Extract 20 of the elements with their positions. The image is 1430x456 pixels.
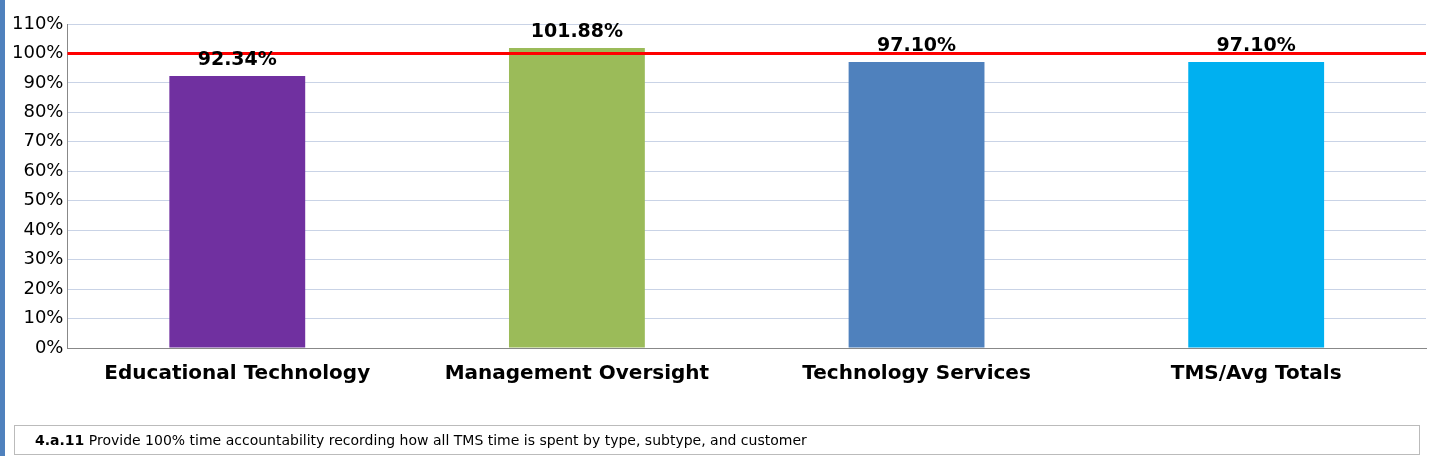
y-tick-label: 20%: [23, 276, 64, 298]
x-tick-label: Management Oversight: [444, 360, 710, 385]
data-label: 97.10%: [1216, 33, 1296, 56]
y-tick-label: 70%: [23, 129, 64, 151]
x-tick-label: TMS/Avg Totals: [1170, 360, 1342, 385]
text: 4.a.11 Provide 100% time accountability recording how all TMS time is spent by type, subtype, and customer: [14, 425, 1420, 455]
y-tick-label: 100%: [11, 41, 64, 63]
y-tick-label: 40%: [23, 217, 64, 239]
data-label: 97.10%: [876, 33, 957, 56]
y-tick-label: 10%: [23, 306, 64, 328]
y-tick-label: 110%: [11, 11, 64, 33]
x-tick-label: Technology Services: [802, 360, 1031, 385]
y-tick-label: 30%: [23, 247, 64, 269]
y-tick-label: 90%: [23, 70, 64, 92]
y-tick-label: 50%: [23, 188, 64, 210]
y-tick-label: 80%: [23, 100, 64, 122]
data-label: 101.88%: [530, 19, 624, 42]
y-tick-label: 60%: [23, 158, 64, 180]
x-tick-label: Educational Technology: [104, 360, 371, 385]
y-tick-label: 0%: [34, 335, 64, 357]
